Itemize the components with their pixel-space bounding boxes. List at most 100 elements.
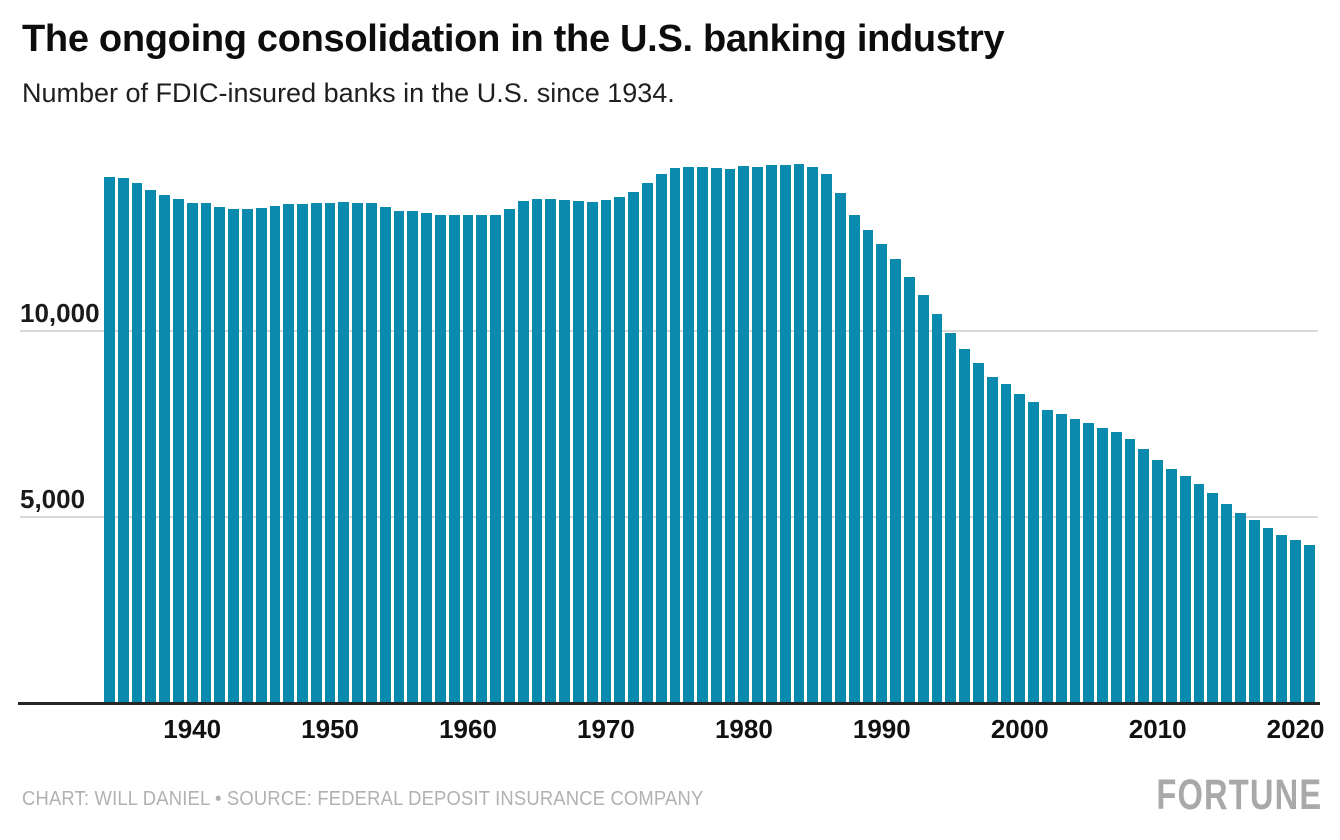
- bar-1937: [145, 189, 157, 703]
- bar-1947: [283, 204, 295, 703]
- bar-2016: [1235, 512, 1246, 703]
- bar-1982: [766, 165, 777, 703]
- bar-1965: [531, 199, 543, 703]
- bar-1985: [807, 166, 819, 703]
- bar-1952: [352, 203, 364, 703]
- bar-1996: [959, 348, 970, 703]
- bar-2011: [1166, 468, 1177, 703]
- bar-1935: [117, 177, 129, 703]
- bar-2006: [1097, 427, 1108, 703]
- chart-title: The ongoing consolidation in the U.S. ba…: [22, 18, 1005, 60]
- x-axis-label-2000: 2000: [990, 714, 1049, 744]
- chart-subtitle: Number of FDIC-insured banks in the U.S.…: [22, 78, 675, 108]
- bar-1981: [752, 166, 764, 703]
- bar-1977: [697, 166, 708, 703]
- bar-1971: [614, 196, 626, 703]
- bar-1972: [628, 192, 639, 703]
- bar-2015: [1221, 504, 1233, 703]
- bar-1998: [986, 376, 998, 703]
- bar-1980: [738, 166, 750, 703]
- bar-1968: [572, 201, 584, 703]
- bar-1936: [131, 183, 143, 703]
- bar-1989: [862, 230, 874, 703]
- bar-1950: [324, 202, 336, 703]
- bar-1942: [214, 206, 226, 703]
- bar-1966: [545, 199, 557, 703]
- bar-1958: [435, 214, 446, 703]
- x-axis-label-1960: 1960: [439, 714, 497, 744]
- bar-2003: [1055, 413, 1067, 703]
- bar-2004: [1069, 419, 1081, 703]
- bar-1997: [972, 362, 984, 703]
- credit-line: CHART: WILL DANIEL • SOURCE: FEDERAL DEP…: [22, 788, 704, 810]
- bar-1988: [848, 214, 860, 703]
- bar-1969: [586, 201, 598, 703]
- bar-1970: [600, 200, 612, 703]
- bar-1939: [172, 199, 184, 703]
- bar-2012: [1179, 476, 1191, 703]
- x-axis-label-2010: 2010: [1128, 714, 1187, 744]
- bar-2007: [1110, 432, 1122, 703]
- bar-1961: [476, 215, 488, 703]
- x-axis-label-1980: 1980: [714, 714, 773, 744]
- bar-1976: [683, 166, 695, 703]
- bar-2013: [1193, 484, 1205, 703]
- bar-1984: [793, 163, 805, 703]
- bar-1991: [890, 259, 901, 703]
- y-axis-label-10000: 10,000: [20, 298, 100, 328]
- bar-1954: [379, 207, 391, 703]
- bar-2019: [1276, 534, 1288, 703]
- bar-1955: [393, 210, 405, 703]
- x-axis-label-1990: 1990: [852, 714, 911, 744]
- bar-2008: [1124, 439, 1136, 703]
- y-axis-label-5000: 5,000: [20, 484, 86, 514]
- bar-2000: [1014, 393, 1026, 703]
- bar-1946: [269, 206, 281, 703]
- bar-1960: [462, 214, 474, 703]
- bar-1948: [297, 203, 308, 703]
- bar-1957: [421, 213, 433, 703]
- bar-1992: [903, 276, 915, 703]
- gridline-5000: [20, 516, 1318, 518]
- bar-1941: [200, 203, 212, 703]
- bar-1999: [1000, 383, 1012, 703]
- x-axis-line: [18, 702, 1320, 705]
- x-axis-label-1970: 1970: [577, 714, 635, 744]
- bar-2018: [1262, 527, 1274, 703]
- bar-1990: [876, 243, 888, 703]
- bar-1987: [835, 192, 846, 703]
- fortune-logo: FORTUNE: [1156, 771, 1322, 819]
- bar-1986: [821, 174, 833, 703]
- bar-2009: [1138, 448, 1150, 703]
- bar-2002: [1041, 409, 1053, 703]
- bar-1979: [724, 168, 736, 703]
- x-axis-label-1950: 1950: [301, 714, 359, 744]
- bar-1953: [366, 203, 377, 703]
- bar-1938: [159, 194, 170, 703]
- bar-1978: [710, 167, 722, 703]
- bar-1964: [517, 201, 529, 703]
- bar-1934: [104, 176, 115, 703]
- bar-1983: [779, 164, 791, 703]
- bar-2001: [1028, 402, 1039, 703]
- bar-2017: [1248, 520, 1260, 703]
- bar-1956: [407, 211, 419, 703]
- bar-1940: [186, 202, 198, 703]
- bar-1975: [669, 167, 681, 703]
- bar-1994: [931, 314, 943, 703]
- bar-1993: [917, 295, 929, 703]
- bar-1963: [503, 208, 515, 703]
- bar-1967: [559, 200, 570, 703]
- bar-2005: [1083, 423, 1095, 703]
- bar-1962: [490, 214, 501, 703]
- bar-1995: [945, 333, 957, 703]
- bar-1949: [310, 203, 322, 703]
- x-axis-label-1940: 1940: [163, 714, 222, 744]
- gridline-10000: [20, 330, 1318, 332]
- bar-2021: [1303, 545, 1315, 703]
- bar-1944: [241, 209, 253, 703]
- bar-1974: [655, 173, 667, 703]
- bar-2014: [1207, 493, 1219, 703]
